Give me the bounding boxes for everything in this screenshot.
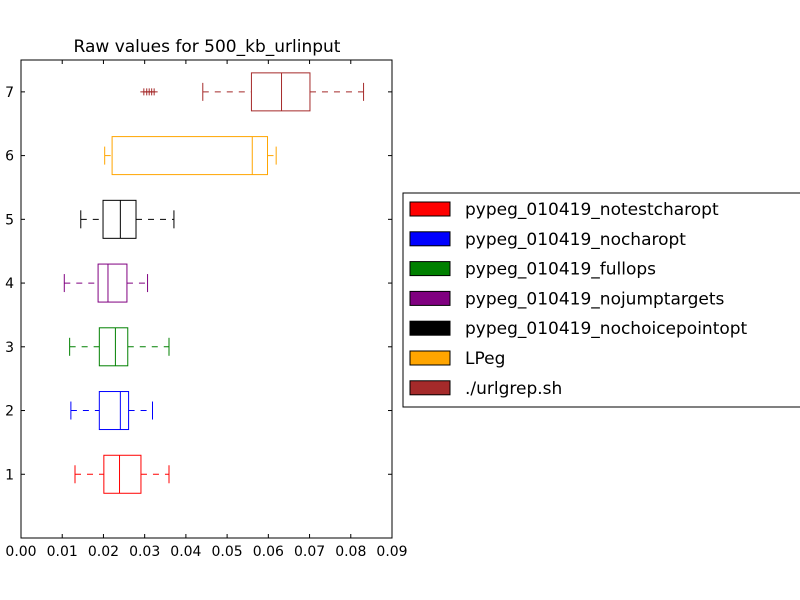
y-axis: 1 2 3 4 5 6 7 bbox=[5, 85, 392, 483]
iqr-box bbox=[250, 72, 311, 112]
legend-swatch bbox=[409, 261, 451, 277]
legend-item: pypeg_010419_nocharopt bbox=[409, 230, 686, 250]
legend-label: pypeg_010419_notestcharopt bbox=[465, 200, 719, 220]
y-tick-label: 4 bbox=[5, 276, 14, 292]
box-1 bbox=[74, 454, 170, 494]
legend-label: pypeg_010419_nochoicepointopt bbox=[465, 319, 748, 339]
box-2 bbox=[70, 391, 153, 431]
legend-swatch bbox=[409, 320, 451, 336]
x-tick-label: 0.00 bbox=[5, 544, 36, 560]
legend-item: pypeg_010419_fullops bbox=[409, 260, 656, 280]
x-tick-label: 0.08 bbox=[335, 544, 366, 560]
legend-item: pypeg_010419_nojumptargets bbox=[409, 289, 725, 309]
iqr-box bbox=[97, 263, 128, 303]
chart-title: Raw values for 500_kb_urlinput bbox=[74, 37, 341, 57]
x-tick-label: 0.04 bbox=[170, 544, 201, 560]
legend-swatch bbox=[409, 350, 451, 366]
iqr-box bbox=[98, 327, 129, 367]
y-tick-label: 1 bbox=[5, 467, 14, 483]
y-tick-label: 2 bbox=[5, 404, 14, 420]
legend-label: pypeg_010419_nojumptargets bbox=[465, 289, 725, 309]
x-tick-label: 0.09 bbox=[376, 544, 407, 560]
y-tick-label: 7 bbox=[5, 85, 14, 101]
legend-swatch bbox=[409, 380, 451, 396]
box-series bbox=[63, 72, 365, 494]
legend-item: LPeg bbox=[409, 349, 505, 369]
legend-frame bbox=[402, 192, 800, 408]
legend-swatch bbox=[409, 201, 451, 217]
box-6 bbox=[104, 136, 277, 176]
y-tick-label: 3 bbox=[5, 340, 14, 356]
outlier-point bbox=[150, 88, 158, 96]
y-tick-label: 5 bbox=[5, 212, 14, 228]
box-4 bbox=[63, 263, 149, 303]
x-tick-label: 0.03 bbox=[129, 544, 160, 560]
box-3 bbox=[69, 327, 170, 367]
legend: pypeg_010419_notestcharopt pypeg_010419_n… bbox=[402, 192, 800, 408]
x-tick-label: 0.06 bbox=[253, 544, 284, 560]
legend-label: ./urlgrep.sh bbox=[465, 379, 562, 399]
plot-area bbox=[20, 59, 393, 539]
legend-label: pypeg_010419_fullops bbox=[465, 260, 656, 280]
legend-label: LPeg bbox=[465, 349, 505, 369]
legend-item: pypeg_010419_notestcharopt bbox=[409, 200, 719, 220]
legend-item: ./urlgrep.sh bbox=[409, 379, 562, 399]
iqr-box bbox=[111, 136, 269, 176]
x-tick-label: 0.05 bbox=[212, 544, 243, 560]
legend-swatch bbox=[409, 231, 451, 247]
x-tick-label: 0.07 bbox=[294, 544, 325, 560]
legend-item: pypeg_010419_nochoicepointopt bbox=[409, 319, 748, 339]
iqr-box bbox=[98, 391, 130, 431]
legend-swatch bbox=[409, 290, 451, 306]
iqr-box bbox=[103, 454, 142, 494]
x-tick-label: 0.02 bbox=[88, 544, 119, 560]
x-tick-label: 0.01 bbox=[47, 544, 78, 560]
legend-label: pypeg_010419_nocharopt bbox=[465, 230, 686, 250]
x-axis: 0.00 0.01 0.02 0.03 0.04 0.05 0.06 0.07 0.08 0.09 bbox=[5, 60, 408, 560]
y-tick-label: 6 bbox=[5, 149, 14, 165]
box-7 bbox=[140, 72, 365, 112]
box-5 bbox=[80, 199, 175, 239]
iqr-box bbox=[102, 199, 137, 239]
